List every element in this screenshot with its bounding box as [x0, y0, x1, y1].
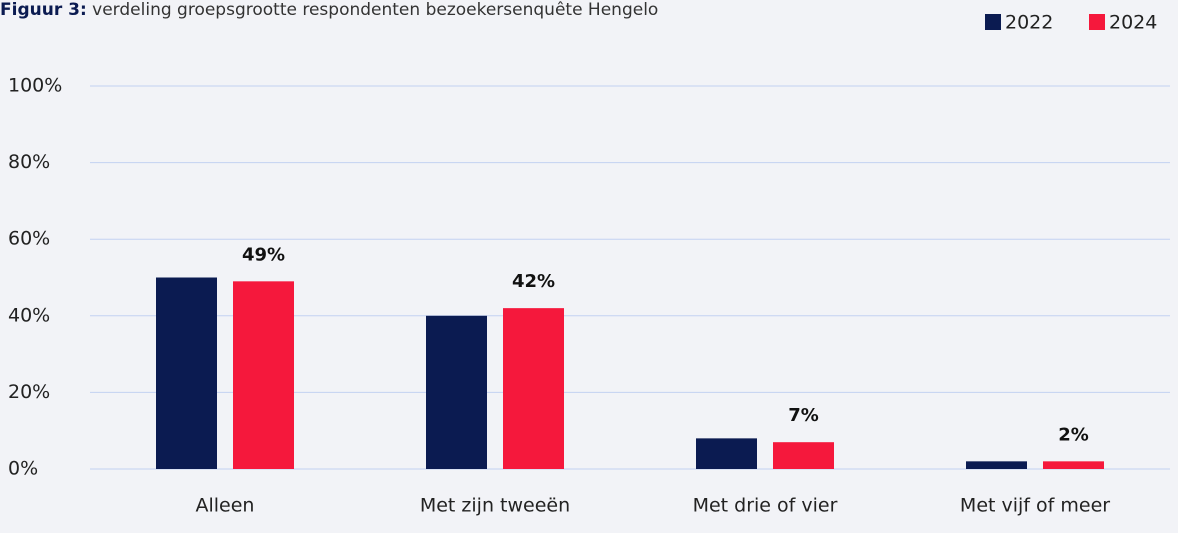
value-label: 49% — [242, 244, 285, 265]
legend-label: 2024 — [1109, 12, 1157, 34]
x-tick-label: Met vijf of meer — [960, 495, 1110, 517]
y-tick-label: 60% — [8, 228, 50, 250]
bar — [503, 308, 564, 469]
bar — [696, 438, 757, 469]
bar — [156, 277, 217, 469]
legend-swatch — [1089, 14, 1105, 30]
legend-swatch — [985, 14, 1001, 30]
x-tick-label: Met drie of vier — [693, 495, 838, 517]
bar — [966, 461, 1027, 469]
y-tick-label: 100% — [8, 75, 62, 97]
figure-label: Figuur 3: — [0, 0, 87, 20]
value-label: 42% — [512, 271, 555, 292]
y-tick-label: 80% — [8, 151, 50, 173]
bar — [1043, 461, 1104, 469]
bar — [426, 315, 487, 469]
bar — [773, 442, 834, 469]
x-tick-label: Met zijn tweeën — [420, 495, 570, 517]
value-label: 2% — [1058, 424, 1089, 445]
title: verdeling groepsgrootte respondenten bez… — [92, 0, 658, 20]
y-tick-label: 20% — [8, 381, 50, 403]
value-label: 7% — [788, 405, 819, 426]
x-tick-label: Alleen — [196, 495, 255, 517]
y-tick-label: 0% — [8, 458, 38, 480]
chart-title: Figuur 3: verdeling groepsgrootte respon… — [0, 0, 658, 20]
bar — [233, 281, 294, 469]
y-tick-label: 40% — [8, 304, 50, 326]
legend-label: 2022 — [1005, 12, 1053, 34]
